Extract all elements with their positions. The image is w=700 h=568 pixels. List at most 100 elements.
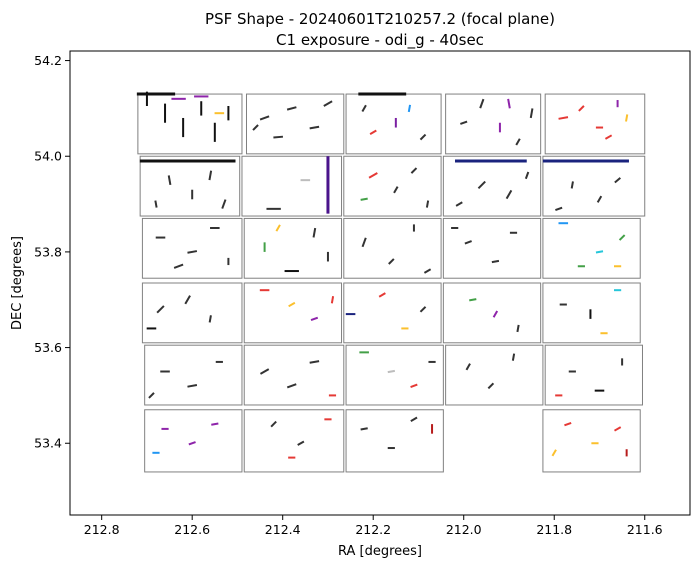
x-tick-label-6: 211.6 bbox=[627, 522, 663, 537]
psf-whisker-25 bbox=[507, 98, 511, 109]
x-tick-label-5: 211.8 bbox=[536, 522, 572, 537]
psf-whisker-20 bbox=[419, 133, 427, 141]
psf-whisker-103 bbox=[148, 392, 155, 399]
psf-whisker-43 bbox=[368, 172, 378, 179]
psf-whisker-61 bbox=[173, 263, 184, 269]
x-axis-label: RA [degrees] bbox=[338, 544, 422, 559]
psf-whisker-104 bbox=[259, 368, 270, 375]
psf-whisker-135 bbox=[551, 449, 557, 457]
psf-whisker-51 bbox=[455, 201, 463, 207]
ota-cell-10 bbox=[141, 217, 243, 279]
ota-cell-4 bbox=[544, 93, 646, 155]
psf-whisker-24 bbox=[515, 138, 521, 146]
y-tick-label-2: 53.8 bbox=[34, 244, 62, 259]
psf-whisker-47 bbox=[425, 200, 430, 208]
psf-whisker-59 bbox=[187, 250, 198, 254]
psf-whisker-15 bbox=[252, 124, 259, 131]
chart-title-line1: PSF Shape - 20240601T210257.2 (focal pla… bbox=[205, 10, 555, 28]
psf-whisker-45 bbox=[410, 167, 418, 174]
psf-whisker-123 bbox=[270, 420, 277, 428]
psf-whisker-93 bbox=[469, 298, 477, 302]
psf-whisker-73 bbox=[491, 259, 500, 264]
psf-whisker-71 bbox=[423, 268, 432, 274]
psf-whisker-69 bbox=[388, 258, 395, 265]
ota-cell-2 bbox=[345, 93, 442, 155]
psf-whisker-83 bbox=[208, 315, 212, 323]
y-tick-label-4: 54.2 bbox=[34, 53, 62, 68]
psf-whisker-52 bbox=[524, 171, 530, 180]
psf-whisker-78 bbox=[618, 234, 626, 241]
psf-whisker-101 bbox=[187, 384, 198, 388]
ota-cell-8 bbox=[442, 155, 542, 217]
psf-whisker-13 bbox=[323, 100, 333, 107]
psf-whisker-33 bbox=[604, 134, 613, 140]
psf-whisker-92 bbox=[419, 306, 427, 313]
ota-cells-layer bbox=[137, 93, 646, 473]
x-axis-ticks: 212.8 212.6 212.4 212.2 212.0 211.8 211.6 bbox=[84, 515, 663, 537]
psf-whisker-112 bbox=[465, 363, 471, 371]
ota-cell-19 bbox=[542, 282, 641, 344]
psf-whisker-106 bbox=[309, 360, 320, 364]
psf-whisker-86 bbox=[288, 301, 296, 308]
chart-title-line2: C1 exposure - odi_g - 40sec bbox=[276, 31, 484, 50]
psf-whisker-120 bbox=[188, 441, 196, 446]
psf-whisker-109 bbox=[387, 369, 396, 374]
ota-cell-12 bbox=[343, 217, 442, 279]
y-tick-label-3: 54.0 bbox=[34, 149, 62, 164]
ota-cell-13 bbox=[442, 217, 542, 279]
ota-cell-16 bbox=[243, 282, 343, 344]
psf-whisker-82 bbox=[184, 295, 191, 305]
ota-cell-14 bbox=[542, 217, 641, 279]
y-axis-ticks: 53.4 53.6 53.8 54.0 54.2 bbox=[34, 53, 70, 451]
psf-whisker-34 bbox=[167, 175, 172, 186]
psf-whisker-121 bbox=[211, 422, 219, 426]
psf-whisker-36 bbox=[208, 170, 213, 181]
ota-cell-9 bbox=[542, 155, 646, 217]
psf-whisker-11 bbox=[286, 106, 297, 111]
psf-whisker-17 bbox=[361, 104, 367, 113]
psf-whisker-81 bbox=[156, 305, 165, 314]
psf-whisker-38 bbox=[154, 200, 158, 208]
ota-cell-5 bbox=[139, 155, 241, 217]
ota-cell-11 bbox=[243, 217, 343, 279]
psf-whisker-114 bbox=[511, 353, 516, 361]
y-tick-label-0: 53.4 bbox=[34, 436, 62, 451]
psf-whisker-49 bbox=[477, 180, 486, 190]
psf-whisker-105 bbox=[286, 383, 297, 389]
ota-cell-6 bbox=[241, 155, 343, 217]
psf-whisker-14 bbox=[273, 135, 284, 139]
psf-whisker-133 bbox=[613, 426, 622, 432]
psf-whisker-50 bbox=[505, 189, 513, 200]
psf-whisker-19 bbox=[407, 104, 412, 113]
psf-whisker-68 bbox=[361, 237, 367, 248]
psf-whisker-124 bbox=[297, 440, 305, 446]
psf-whisker-27 bbox=[529, 108, 534, 119]
psf-whisker-88 bbox=[330, 296, 335, 304]
x-tick-label-3: 212.2 bbox=[355, 522, 391, 537]
psf-whisker-56 bbox=[614, 177, 621, 184]
psf-whisker-127 bbox=[360, 427, 368, 431]
psf-whisker-54 bbox=[570, 181, 574, 189]
psf-whisker-26 bbox=[460, 120, 468, 125]
ota-cell-1 bbox=[245, 93, 345, 155]
psf-whisker-95 bbox=[516, 324, 520, 333]
psf-whisker-113 bbox=[487, 382, 495, 390]
ota-cell-7 bbox=[343, 155, 442, 217]
psf-whisker-110 bbox=[410, 383, 418, 389]
ota-cell-27 bbox=[345, 409, 444, 473]
ota-cell-3 bbox=[445, 93, 542, 155]
ota-cell-24 bbox=[544, 344, 643, 406]
plot-frame bbox=[69, 50, 691, 516]
psf-whisker-28 bbox=[558, 116, 569, 120]
psf-whisker-77 bbox=[595, 250, 604, 254]
ota-cell-26 bbox=[243, 409, 345, 473]
ota-cell-28 bbox=[542, 409, 641, 473]
ota-cell-17 bbox=[343, 282, 442, 344]
ota-cell-20 bbox=[144, 344, 243, 406]
ota-cell-25 bbox=[144, 409, 243, 473]
psf-whisker-67 bbox=[275, 224, 281, 232]
x-tick-label-0: 212.8 bbox=[84, 522, 120, 537]
psf-whisker-44 bbox=[393, 186, 399, 194]
psf-whisker-129 bbox=[410, 416, 418, 422]
ota-cell-18 bbox=[442, 282, 542, 344]
